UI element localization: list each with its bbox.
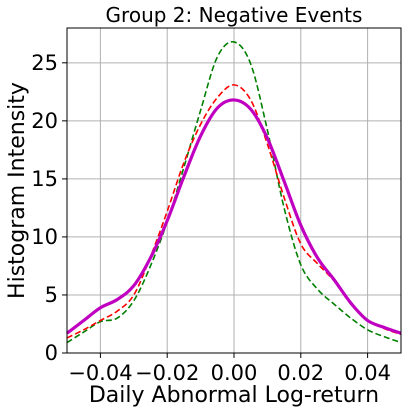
y-tick-label: 25 — [31, 51, 58, 75]
x-axis-label: Daily Abnormal Log-return — [89, 383, 379, 408]
series-lines — [66, 40, 402, 344]
x-tick-label: 0.00 — [211, 361, 258, 385]
y-tick-label: 15 — [31, 167, 58, 191]
y-tick-label: 10 — [31, 225, 58, 249]
y-tick-label: 20 — [31, 109, 58, 133]
x-tick-label: 0.04 — [344, 361, 391, 385]
y-tick-label: 5 — [45, 283, 58, 307]
x-tick-label: 0.02 — [277, 361, 324, 385]
x-tick-label: −0.04 — [68, 361, 132, 385]
ticks: −0.04 −0.02 0.00 0.02 0.04 0 5 10 15 20 25 — [31, 51, 391, 385]
y-tick-label: 0 — [45, 341, 58, 365]
x-tick-label: −0.02 — [135, 361, 199, 385]
series-line-magenta — [66, 98, 402, 335]
series-line-green — [66, 40, 402, 344]
chart-title: Group 2: Negative Events — [106, 3, 363, 27]
y-axis-label: Histogram Intensity — [5, 82, 30, 299]
